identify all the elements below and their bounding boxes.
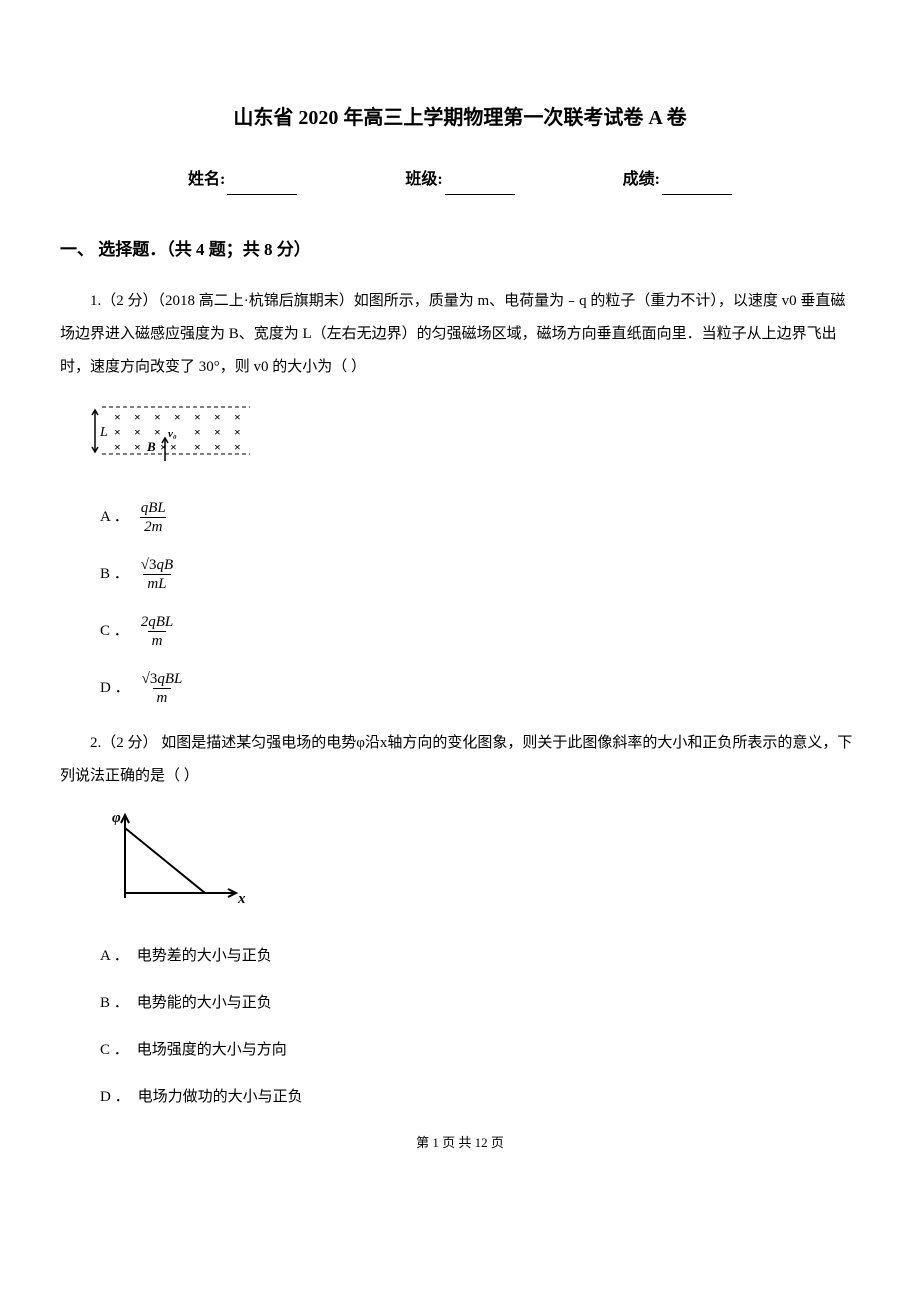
q2-option-a-label: A ． (100, 943, 129, 970)
question-2-text: 2.（2 分） 如图是描述某匀强电场的电势φ沿x轴方向的变化图象，则关于此图像斜… (60, 727, 860, 793)
svg-text:×: × (214, 425, 221, 439)
exam-title: 山东省 2020 年高三上学期物理第一次联考试卷 A 卷 (60, 100, 860, 136)
svg-text:x: x (237, 891, 246, 907)
svg-text:×: × (234, 440, 241, 454)
q2-option-a-text: 电势差的大小与正负 (137, 943, 272, 970)
option-c-label: C ． (100, 618, 129, 645)
svg-text:×: × (174, 410, 181, 424)
q1-option-c[interactable]: C ． 2qBL m (100, 613, 860, 650)
q1-option-a[interactable]: A ． qBL 2m (100, 499, 860, 536)
option-a-label: A ． (100, 504, 129, 531)
svg-text:×: × (170, 440, 177, 454)
q2-option-b-label: B ． (100, 990, 129, 1017)
question-2-graph: φ x (110, 808, 860, 918)
option-c-fraction: 2qBL m (137, 613, 178, 650)
q1-option-b[interactable]: B ． √3qB mL (100, 556, 860, 593)
svg-text:×: × (134, 425, 141, 439)
q2-option-b[interactable]: B ． 电势能的大小与正负 (100, 990, 860, 1017)
svg-text:φ: φ (112, 810, 121, 826)
svg-text:×: × (194, 425, 201, 439)
q2-option-d-label: D ． (100, 1084, 130, 1111)
svg-text:×: × (154, 410, 161, 424)
svg-text:×: × (134, 440, 141, 454)
svg-text:×: × (154, 425, 161, 439)
svg-text:×: × (114, 410, 121, 424)
svg-text:v₀: v₀ (168, 428, 177, 440)
question-1-text: 1.（2 分）（2018 高二上·杭锦后旗期末）如图所示，质量为 m、电荷量为﹣… (60, 285, 860, 384)
class-blank[interactable] (445, 177, 515, 195)
q2-option-b-text: 电势能的大小与正负 (137, 990, 272, 1017)
name-label: 姓名: (188, 171, 225, 188)
class-label: 班级: (405, 171, 442, 188)
student-info-line: 姓名: 班级: 成绩: (60, 166, 860, 195)
score-label: 成绩: (623, 171, 660, 188)
q2-option-c-label: C ． (100, 1037, 129, 1064)
q1-option-d[interactable]: D ． √3qBL m (100, 670, 860, 707)
option-b-fraction: √3qB mL (137, 556, 177, 593)
svg-text:×: × (134, 410, 141, 424)
svg-text:B: B (146, 439, 156, 454)
svg-text:×: × (234, 410, 241, 424)
name-blank[interactable] (227, 177, 297, 195)
svg-text:×: × (114, 440, 121, 454)
option-a-fraction: qBL 2m (137, 499, 170, 536)
q2-option-a[interactable]: A ． 电势差的大小与正负 (100, 943, 860, 970)
option-d-fraction: √3qBL m (138, 670, 187, 707)
page-footer: 第 1 页 共 12 页 (60, 1131, 860, 1154)
svg-text:×: × (214, 410, 221, 424)
diagram-L-label: L (99, 425, 108, 440)
svg-text:×: × (114, 425, 121, 439)
svg-text:×: × (160, 440, 167, 454)
q2-option-d[interactable]: D ． 电场力做功的大小与正负 (100, 1084, 860, 1111)
svg-text:×: × (234, 425, 241, 439)
question-1-diagram: L ××××××× ×××××× ××××× v₀ B × × (90, 399, 860, 479)
option-d-label: D ． (100, 675, 130, 702)
section-1-header: 一、 选择题．（共 4 题；共 8 分） (60, 235, 860, 266)
score-blank[interactable] (662, 177, 732, 195)
q2-option-d-text: 电场力做功的大小与正负 (138, 1084, 303, 1111)
option-b-label: B ． (100, 561, 129, 588)
q2-option-c-text: 电场强度的大小与方向 (137, 1037, 287, 1064)
svg-text:×: × (194, 440, 201, 454)
q2-option-c[interactable]: C ． 电场强度的大小与方向 (100, 1037, 860, 1064)
svg-text:×: × (194, 410, 201, 424)
svg-text:×: × (214, 440, 221, 454)
